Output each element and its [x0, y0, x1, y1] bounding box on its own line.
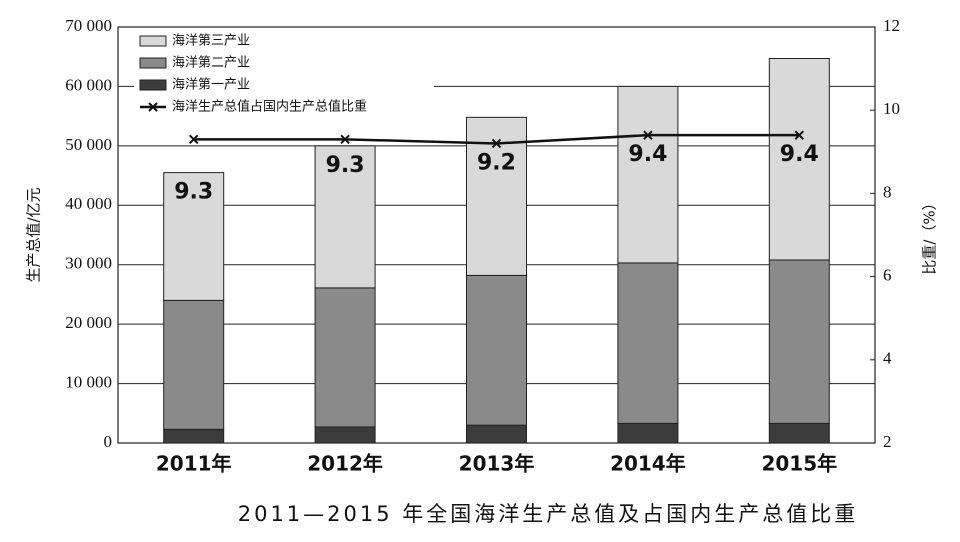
bar-segment [314, 426, 376, 444]
y2-axis-label: 比重/（%） [921, 195, 939, 274]
bar-segment [617, 85, 679, 264]
bar-segment [163, 428, 225, 444]
legend-label: 海洋第一产业 [172, 78, 250, 93]
legend-swatch [139, 79, 167, 91]
value-label: 9.3 [174, 180, 213, 205]
x-tick-label: 2012年 [307, 452, 383, 476]
x-tick-label: 2011年 [156, 452, 232, 476]
y-tick-label: 0 [104, 432, 113, 451]
y2-tick-label: 6 [883, 266, 892, 285]
bar-segment [768, 57, 830, 261]
chart-title: 2011—2015 年全国海洋生产总值及占国内生产总值比重 [238, 502, 859, 526]
y-tick-label: 50 000 [65, 135, 112, 154]
y-tick-label: 30 000 [65, 254, 112, 273]
bar-segment [163, 172, 225, 301]
y-tick-label: 10 000 [65, 372, 112, 391]
bar-segment [466, 274, 527, 426]
bar-segment [617, 422, 679, 444]
bar-segment [768, 422, 830, 444]
line-marker [491, 138, 502, 149]
bar-segment [314, 287, 376, 428]
x-tick-label: 2014年 [610, 452, 686, 476]
y-tick-label: 40 000 [65, 194, 112, 213]
value-label: 9.4 [780, 142, 819, 167]
bar-segment [163, 299, 225, 430]
bar-segment [466, 116, 527, 276]
y2-tick-label: 8 [883, 182, 892, 201]
x-tick-label: 2013年 [459, 452, 535, 476]
bar-segment [314, 145, 376, 289]
y-tick-label: 20 000 [65, 313, 112, 332]
y2-tick-label: 4 [883, 349, 892, 368]
line-marker [340, 134, 350, 145]
legend-label: 海洋生产总值占国内生产总值比重 [172, 99, 367, 115]
y2-tick-label: 12 [883, 16, 900, 35]
y-tick-label: 60 000 [65, 75, 112, 94]
line-marker [643, 130, 653, 140]
line-marker [794, 130, 805, 140]
y-tick-label: 70 000 [65, 16, 112, 35]
value-label: 9.2 [477, 150, 516, 175]
y-axis-label: 生产总值/亿元 [25, 187, 43, 282]
value-label: 9.3 [326, 153, 365, 178]
legend-swatch [139, 57, 167, 69]
legend-label: 海洋第三产业 [172, 34, 250, 49]
line-marker [188, 134, 199, 145]
bar-segment [768, 259, 830, 424]
y2-tick-label: 2 [883, 432, 892, 451]
legend-marker [148, 102, 158, 112]
legend-box [134, 28, 434, 122]
x-tick-label: 2015年 [761, 452, 837, 476]
legend-label: 海洋第二产业 [172, 56, 250, 71]
value-label: 9.4 [628, 142, 667, 167]
bar-segment [466, 424, 527, 444]
bar-segment [617, 262, 679, 424]
y2-tick-label: 10 [883, 99, 900, 118]
legend-swatch [139, 35, 167, 47]
